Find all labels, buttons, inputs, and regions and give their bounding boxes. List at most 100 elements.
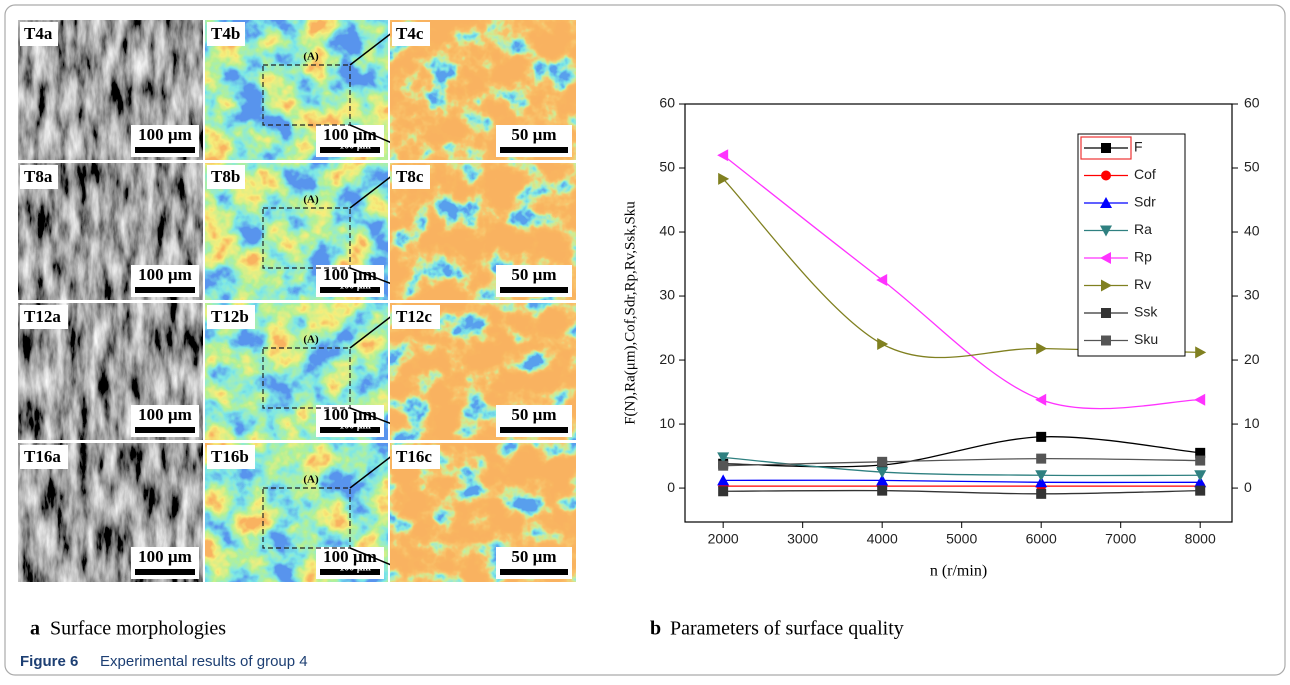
- x-tick-label: 2000: [708, 531, 739, 547]
- region-label: (A): [303, 334, 319, 346]
- marker: [1036, 453, 1047, 464]
- series-line: [723, 479, 1201, 484]
- series-line: [723, 457, 1201, 467]
- series-line: [723, 436, 1201, 468]
- inset-scale: 100 µm: [339, 280, 371, 291]
- marker: [1036, 488, 1047, 499]
- legend-marker: [1101, 308, 1111, 318]
- legend-label: Sku: [1134, 331, 1158, 347]
- series-line: [722, 154, 1201, 410]
- legend-marker: [1100, 252, 1111, 264]
- panel-label: T8b: [211, 167, 240, 186]
- label-box: [392, 22, 430, 46]
- caption: Surface morphologies: [50, 618, 226, 640]
- label-box: [392, 305, 440, 329]
- region-box: [262, 207, 351, 269]
- marker: [1195, 447, 1206, 458]
- legend-label: F: [1134, 139, 1143, 155]
- scale-label: 100 µm: [323, 405, 377, 424]
- legend-marker: [1100, 197, 1112, 208]
- y2-tick-label: 40: [1244, 223, 1260, 239]
- marker: [1035, 476, 1048, 488]
- scale-bar: [135, 427, 195, 433]
- marker: [876, 274, 888, 287]
- scale-bar: [320, 427, 380, 433]
- frame: [4, 4, 1286, 676]
- x-tick-label: 7000: [1105, 531, 1136, 547]
- y2-tick-label: 50: [1244, 159, 1260, 175]
- y2-tick-label: 60: [1244, 95, 1260, 111]
- label-box: [20, 165, 58, 189]
- marker: [718, 460, 729, 471]
- pointer: [349, 174, 394, 209]
- panel-label: T12a: [24, 307, 61, 326]
- y-tick-label: 50: [659, 159, 675, 175]
- scale-label: 100 µm: [323, 125, 377, 144]
- y2-tick-label: 10: [1244, 415, 1260, 431]
- y-axis-label: F(N),Ra(μm),Cof,Sdr,Rp,Rv,Ssk,Sku: [622, 201, 638, 425]
- panel-label: T12c: [396, 307, 432, 326]
- marker: [876, 467, 889, 479]
- label-box: [207, 445, 255, 469]
- scale-label: 50 µm: [511, 125, 556, 144]
- x-tick-label: 3000: [787, 531, 818, 547]
- scale-label: 100 µm: [323, 265, 377, 284]
- panel-label: T8a: [24, 167, 53, 186]
- scale-label: 100 µm: [138, 125, 192, 144]
- marker: [876, 474, 889, 486]
- chart: 0 10 20 30 40 50 60 0 10 20 30 40 50 60 2000 3000 4000 50…: [622, 95, 1259, 580]
- legend-marker: [1101, 143, 1111, 153]
- panel-label: T8c: [396, 167, 424, 186]
- x-tick-label: 8000: [1185, 531, 1216, 547]
- label-box: [207, 22, 245, 46]
- scale-label: 50 µm: [511, 547, 556, 566]
- marker: [1195, 346, 1207, 359]
- scale-bar: [135, 287, 195, 293]
- panel-label: T4b: [211, 24, 240, 43]
- figure-caption: Experimental results of group 4: [100, 653, 308, 670]
- scale-bar: [500, 427, 568, 433]
- y-tick-label: 30: [659, 287, 675, 303]
- caption-letter: b: [650, 618, 661, 640]
- caption: Parameters of surface quality: [670, 618, 904, 640]
- panel-label: T16b: [211, 447, 249, 466]
- scale-bar: [320, 287, 380, 293]
- panel-a: T4a 100 µm T4b 100 µm (A) 100 µm T4c 50 µm T8a 10…: [18, 20, 576, 582]
- x-tick-label: 6000: [1026, 531, 1057, 547]
- label-box: [207, 165, 245, 189]
- label-box: [392, 445, 440, 469]
- scale-label: 50 µm: [511, 405, 556, 424]
- pointer: [349, 454, 394, 489]
- scale-bar: [500, 287, 568, 293]
- marker: [717, 149, 729, 162]
- marker: [1035, 393, 1047, 406]
- region-label: (A): [303, 474, 319, 486]
- legend-label: Rv: [1134, 276, 1151, 292]
- legend-marker: [1100, 225, 1112, 237]
- region-box: [262, 347, 351, 409]
- legend-box: [1077, 133, 1186, 357]
- marker: [717, 452, 730, 464]
- y2-tick-label: 20: [1244, 351, 1260, 367]
- plot-area: [684, 103, 1233, 523]
- label-box: [392, 165, 430, 189]
- y-tick-label: 20: [659, 351, 675, 367]
- marker: [1036, 342, 1048, 355]
- legend-label: Ssk: [1134, 304, 1158, 320]
- region-label: (A): [303, 51, 319, 63]
- figure-label: Figure 6: [20, 653, 78, 670]
- region-box: [262, 487, 351, 549]
- marker: [1035, 470, 1048, 482]
- y2-tick-label: 0: [1244, 479, 1252, 495]
- label-box: [207, 305, 255, 329]
- inset-scale: 100 µm: [339, 420, 371, 431]
- panel-label: T16a: [24, 447, 61, 466]
- marker: [718, 172, 730, 185]
- marker: [877, 485, 888, 496]
- series-line: [723, 489, 1201, 495]
- label-box: [20, 22, 58, 46]
- marker: [877, 456, 888, 467]
- marker: [877, 338, 889, 351]
- region-box: [262, 64, 351, 126]
- scale-bar: [320, 147, 380, 153]
